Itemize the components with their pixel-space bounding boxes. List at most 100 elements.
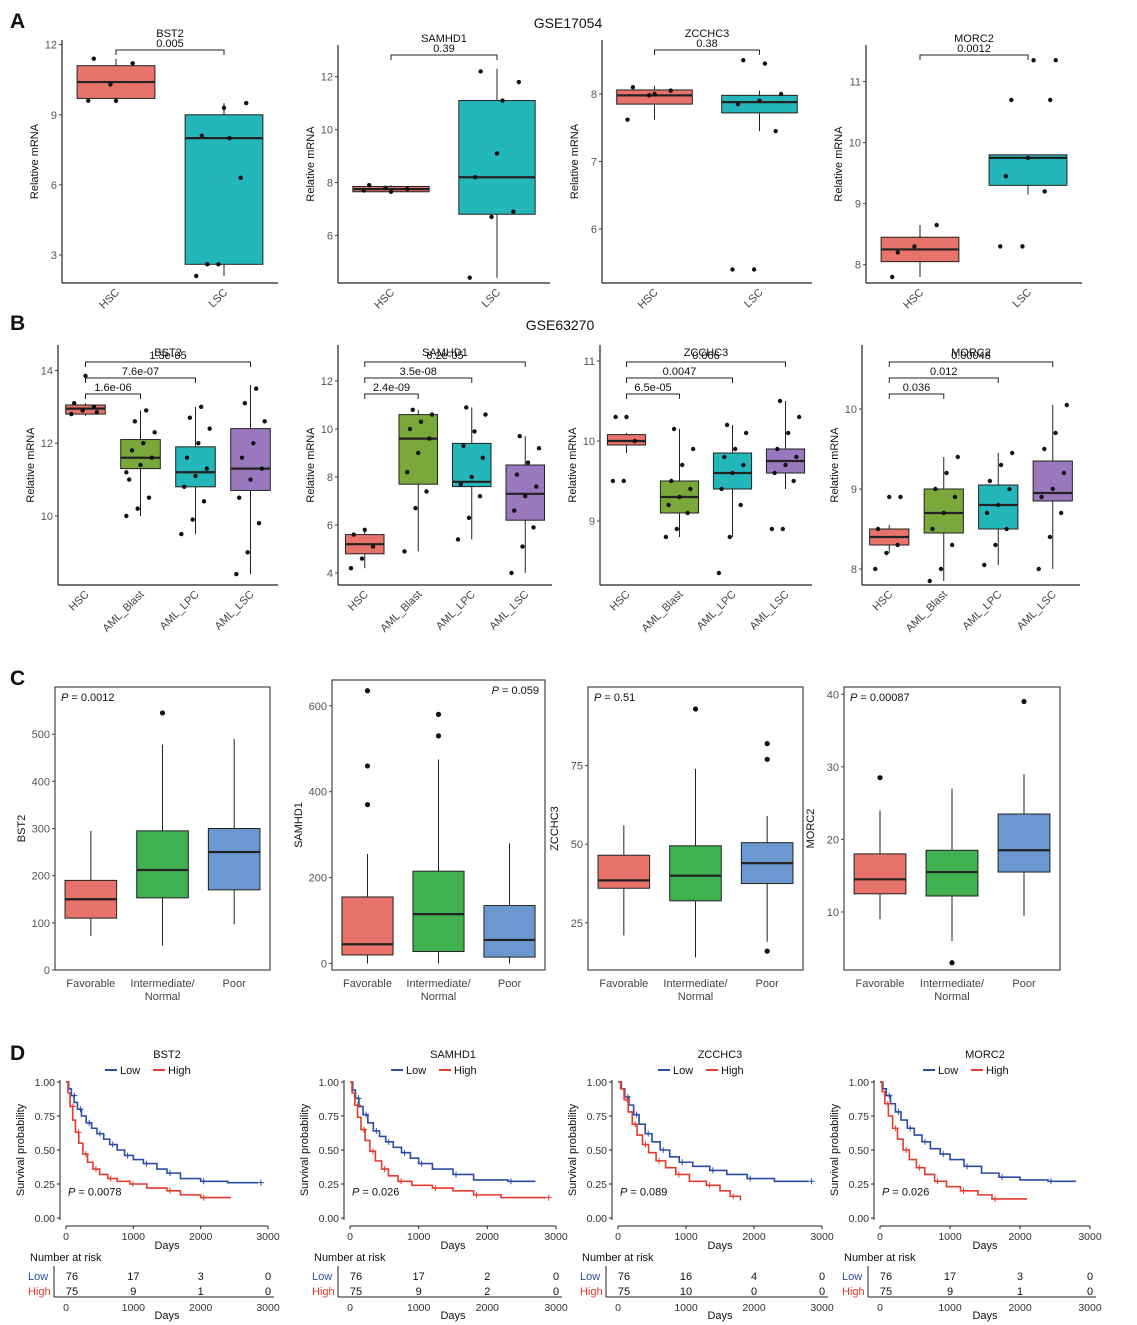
outlier-point bbox=[159, 710, 166, 716]
x-tick-label: Favorable bbox=[599, 978, 648, 990]
risk-count: 16 bbox=[680, 1271, 692, 1283]
box-1 bbox=[606, 434, 647, 446]
outlier-point bbox=[764, 756, 770, 762]
y-tick-label: 0.50 bbox=[587, 1145, 608, 1157]
x-tick-label: Normal bbox=[421, 991, 456, 1003]
censor-mark bbox=[960, 1187, 967, 1194]
censor-mark bbox=[934, 1178, 941, 1185]
box-3 bbox=[175, 446, 216, 488]
data-point bbox=[402, 549, 407, 554]
data-point bbox=[141, 440, 146, 446]
y-tick-label: 12 bbox=[321, 376, 333, 388]
data-point bbox=[480, 455, 485, 460]
x-tick-label: 3000 bbox=[810, 1231, 834, 1243]
censor-mark bbox=[999, 1174, 1005, 1181]
data-point bbox=[1053, 58, 1058, 63]
data-point bbox=[671, 426, 677, 432]
y-tick-label: 12 bbox=[321, 72, 333, 84]
risk-count: 0 bbox=[553, 1271, 559, 1283]
risk-count: 0 bbox=[819, 1286, 825, 1298]
outlier-point bbox=[364, 801, 371, 808]
outlier-point bbox=[1021, 698, 1027, 705]
comparison-pvalue: 0.0012 bbox=[957, 43, 991, 55]
comparison-bracket bbox=[888, 393, 945, 399]
outlier-point bbox=[764, 741, 770, 747]
data-point bbox=[520, 544, 525, 549]
data-point bbox=[388, 189, 394, 194]
data-point bbox=[690, 446, 696, 452]
risk-count: 0 bbox=[1087, 1286, 1093, 1298]
data-point bbox=[216, 262, 221, 267]
risk-row-label-high: High bbox=[312, 1286, 335, 1298]
risk-x-axis-label: Days bbox=[154, 1310, 180, 1322]
comparison-bracket bbox=[626, 361, 786, 367]
data-point bbox=[652, 91, 657, 97]
censor-mark bbox=[398, 1178, 405, 1185]
box-2 bbox=[412, 870, 465, 953]
data-point bbox=[132, 419, 138, 424]
censor-mark bbox=[903, 1147, 910, 1153]
comparison-pvalue: 1.3e-05 bbox=[149, 350, 186, 362]
y-tick-label: 10 bbox=[845, 404, 857, 416]
risk-row-label-high: High bbox=[842, 1286, 865, 1298]
data-point bbox=[724, 422, 730, 428]
outlier-point bbox=[764, 948, 770, 954]
comparison-bracket bbox=[85, 361, 251, 367]
box-1 bbox=[616, 89, 693, 105]
comparison-pvalue: 1.6e-06 bbox=[94, 382, 131, 394]
data-point bbox=[234, 571, 239, 577]
y-tick-label: 6 bbox=[327, 520, 333, 532]
legend-label-high: High bbox=[454, 1065, 477, 1077]
chart-title: MORC2 bbox=[954, 33, 994, 45]
p-value-label: P = 0.51 bbox=[594, 692, 635, 704]
data-point bbox=[1039, 494, 1044, 500]
censor-mark bbox=[940, 1151, 947, 1158]
panel-letter-c: C bbox=[10, 667, 25, 690]
data-point bbox=[239, 455, 245, 460]
y-tick-label: 9 bbox=[589, 516, 595, 528]
data-point bbox=[143, 408, 149, 413]
data-point bbox=[1048, 97, 1053, 103]
y-axis-label: Relative mRNA bbox=[305, 427, 317, 503]
p-value-label: P = 0.089 bbox=[620, 1187, 667, 1199]
y-axis-label: MORC2 bbox=[805, 809, 817, 849]
data-point bbox=[1042, 189, 1047, 194]
risk-x-axis-label: Days bbox=[972, 1310, 998, 1322]
data-point bbox=[1009, 97, 1014, 103]
censor-mark bbox=[200, 1194, 207, 1201]
comparison-bracket bbox=[364, 377, 473, 383]
risk-row-label-low: Low bbox=[28, 1271, 48, 1283]
y-tick-label: 9 bbox=[851, 484, 857, 496]
data-point bbox=[912, 244, 917, 249]
x-tick-label: Poor bbox=[756, 978, 780, 990]
data-point bbox=[135, 506, 140, 511]
y-tick-label: 8 bbox=[591, 89, 597, 101]
data-point bbox=[1064, 402, 1069, 408]
censor-mark bbox=[200, 1178, 207, 1185]
data-point bbox=[780, 526, 785, 532]
box-2 bbox=[184, 114, 264, 265]
outlier-point bbox=[364, 763, 371, 769]
plot-frame bbox=[331, 679, 546, 971]
data-point bbox=[429, 412, 435, 417]
data-point bbox=[236, 495, 242, 500]
data-point bbox=[245, 550, 250, 555]
comparison-pvalue: 2.4e-09 bbox=[373, 382, 410, 394]
data-point bbox=[783, 462, 788, 468]
y-axis-label: Relative mRNA bbox=[567, 427, 579, 503]
plot-frame bbox=[587, 686, 804, 971]
box-2 bbox=[988, 154, 1068, 186]
data-point bbox=[741, 58, 746, 63]
y-tick-label: 40 bbox=[827, 689, 839, 701]
data-point bbox=[416, 450, 421, 456]
y-axis-label: Relative mRNA bbox=[25, 427, 37, 503]
p-value-label: P = 0.026 bbox=[352, 1187, 399, 1199]
censor-mark bbox=[645, 1130, 652, 1137]
data-point bbox=[512, 508, 517, 513]
censor-mark bbox=[709, 1167, 716, 1174]
comparison-pvalue: 0.39 bbox=[433, 43, 454, 55]
risk-count: 9 bbox=[416, 1286, 422, 1298]
data-point bbox=[610, 478, 616, 484]
